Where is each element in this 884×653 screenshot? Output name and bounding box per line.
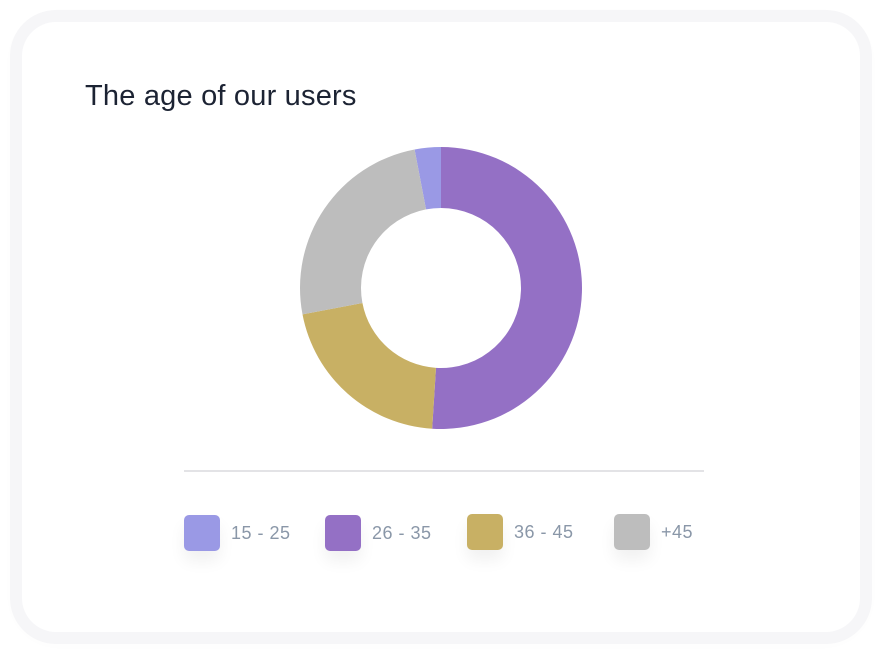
legend-swatch-45-plus [614, 514, 650, 550]
legend-divider [184, 470, 704, 472]
legend-item-15-25: 15 - 25 [184, 515, 291, 551]
legend-label-36-45: 36 - 45 [514, 521, 574, 542]
legend-item-45-plus: +45 [614, 514, 693, 550]
donut-chart [300, 147, 583, 429]
chart-card: The age of our users 15 - 25 26 - 35 36 … [22, 22, 860, 632]
donut-slice-26-35 [432, 147, 583, 429]
chart-title: The age of our users [85, 80, 357, 112]
donut-slice-15-25 [414, 147, 441, 210]
legend-item-26-35: 26 - 35 [325, 515, 432, 551]
legend-label-15-25: 15 - 25 [231, 522, 291, 543]
legend-item-36-45: 36 - 45 [467, 514, 574, 550]
donut-slice-45 [300, 149, 427, 315]
legend-label-26-35: 26 - 35 [372, 522, 432, 543]
legend-label-45-plus: +45 [661, 521, 694, 542]
legend-swatch-15-25 [184, 515, 220, 551]
legend-swatch-26-35 [325, 515, 361, 551]
donut-slice-36-45 [302, 302, 436, 429]
legend-swatch-36-45 [467, 514, 503, 550]
